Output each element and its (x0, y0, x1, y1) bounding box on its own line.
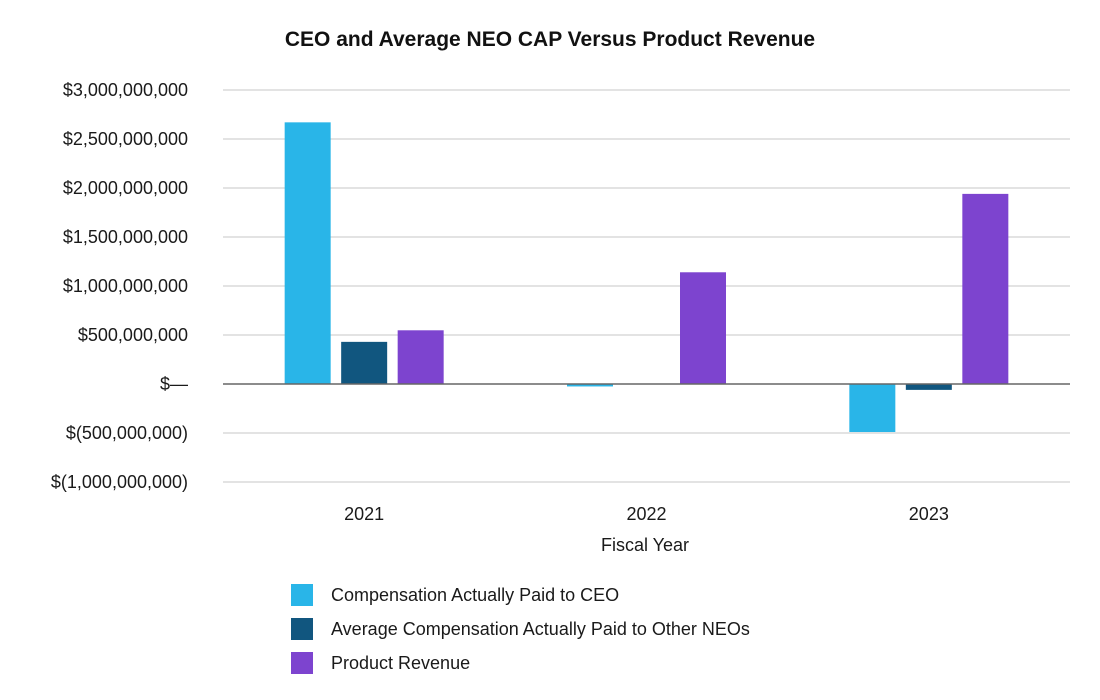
y-tick-label: $(1,000,000,000) (51, 472, 188, 492)
legend-item: Average Compensation Actually Paid to Ot… (291, 612, 750, 646)
bar-compensation-actually-paid-to-ceo-2021 (284, 122, 331, 384)
y-tick-label: $2,500,000,000 (63, 129, 188, 149)
x-tick-label: 2021 (344, 504, 384, 524)
legend-label: Average Compensation Actually Paid to Ot… (331, 618, 750, 639)
x-tick-label: 2022 (626, 504, 666, 524)
y-tick-label: $— (160, 374, 188, 394)
y-tick-label: $3,000,000,000 (63, 80, 188, 100)
y-tick-label: $(500,000,000) (66, 423, 188, 443)
x-axis-label: Fiscal Year (600, 535, 690, 555)
bar-compensation-actually-paid-to-ceo-2023 (849, 384, 896, 433)
y-tick-label: $2,000,000,000 (63, 178, 188, 198)
legend-swatch (291, 618, 313, 640)
bar-product-revenue-2023 (962, 193, 1009, 384)
bar-product-revenue-2021 (397, 330, 444, 384)
bar-product-revenue-2022 (680, 272, 726, 384)
x-tick-label: 2023 (909, 504, 949, 524)
bar-average-compensation-actually-paid-to-other-neos-2023 (905, 384, 952, 390)
bars (284, 122, 1009, 433)
legend-swatch (291, 652, 313, 674)
legend: Compensation Actually Paid to CEO Average… (291, 578, 750, 680)
y-tick-label: $1,500,000,000 (63, 227, 188, 247)
gridlines (223, 89, 1070, 483)
bar-compensation-actually-paid-to-ceo-2022 (567, 384, 613, 387)
legend-swatch (291, 584, 313, 606)
bar-average-compensation-actually-paid-to-other-neos-2021 (341, 341, 388, 384)
y-axis-ticks: $3,000,000,000 $2,500,000,000 $2,000,000,0… (51, 80, 188, 492)
chart-title: CEO and Average NEO CAP Versus Product R… (284, 28, 816, 51)
legend-label: Product Revenue (331, 652, 471, 673)
legend-item: Compensation Actually Paid to CEO (291, 578, 750, 612)
y-tick-label: $1,000,000,000 (63, 276, 188, 296)
legend-item: Product Revenue (291, 646, 750, 680)
x-axis-ticks: 2021 2022 2023 (344, 504, 949, 524)
y-tick-label: $500,000,000 (78, 325, 188, 345)
legend-label: Compensation Actually Paid to CEO (331, 584, 620, 605)
